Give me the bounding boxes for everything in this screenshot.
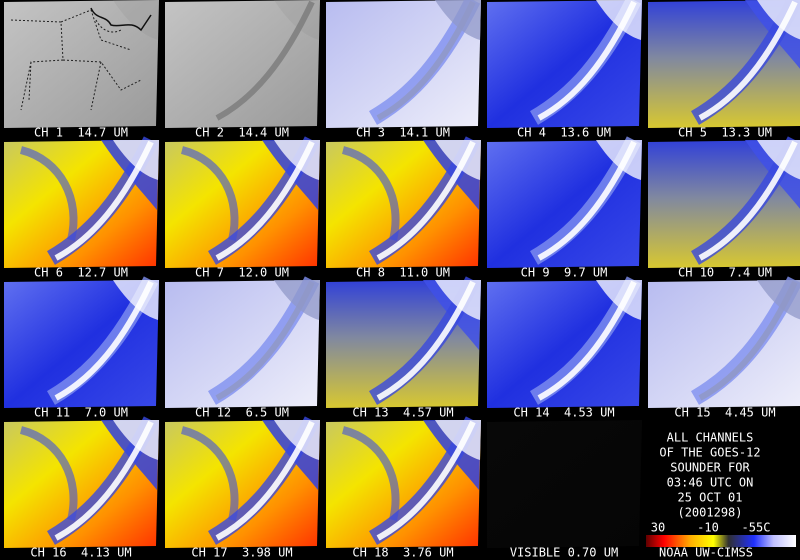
- cloud-top: [596, 280, 642, 320]
- cloud-top: [757, 280, 800, 320]
- channel-label: CH 8 11.0 UM: [356, 266, 450, 280]
- satellite-image: [648, 0, 800, 128]
- satellite-image: [4, 140, 159, 268]
- satellite-image: [165, 280, 320, 408]
- channel-label: CH 13 4.57 UM: [352, 406, 453, 420]
- channel-label: CH 17 3.98 UM: [191, 546, 292, 560]
- cold-arc: [19, 146, 78, 241]
- channel-panel: CH 3 14.1 UM: [326, 0, 481, 140]
- cloud-top: [113, 420, 159, 460]
- cloud-top: [274, 280, 320, 320]
- cold-arc: [341, 146, 400, 241]
- satellite-image: [4, 280, 159, 408]
- channel-label: CH 18 3.76 UM: [352, 546, 453, 560]
- info-line: ALL CHANNELS: [667, 431, 754, 445]
- channel-label: VISIBLE 0.70 UM: [510, 546, 618, 560]
- channel-label: CH 1 14.7 UM: [34, 126, 128, 140]
- cloud-top: [435, 140, 481, 180]
- channel-label: CH 16 4.13 UM: [30, 546, 131, 560]
- channel-panel: CH 17 3.98 UM: [165, 416, 320, 560]
- cold-arc: [180, 146, 239, 241]
- channel-label: CH 11 7.0 UM: [34, 406, 128, 420]
- cloud-top: [274, 420, 320, 460]
- channel-label: CH 6 12.7 UM: [34, 266, 128, 280]
- channel-panel: CH 1 14.7 UM: [4, 0, 159, 140]
- channel-panel: CH 10 7.4 UM: [648, 136, 800, 280]
- channel-label: CH 14 4.53 UM: [513, 406, 614, 420]
- info-line: (2001298): [677, 506, 742, 520]
- channel-label: CH 5 13.3 UM: [678, 126, 772, 140]
- channel-label: CH 3 14.1 UM: [356, 126, 450, 140]
- channel-panel: CH 18 3.76 UM: [326, 416, 481, 560]
- channel-panel: CH 13 4.57 UM: [326, 276, 481, 420]
- cold-arc: [19, 426, 78, 521]
- cloud-top: [757, 140, 800, 180]
- info-line: SOUNDER FOR: [670, 461, 750, 475]
- satellite-image: [326, 140, 481, 268]
- coastline: [90, 7, 152, 32]
- channel-panel: CH 11 7.0 UM: [4, 276, 159, 420]
- cloud-top: [435, 420, 481, 460]
- credit: NOAA UW-CIMSS: [659, 546, 753, 560]
- satellite-image: [4, 420, 159, 548]
- cloud-top: [113, 140, 159, 180]
- cloud-top: [113, 0, 159, 40]
- satellite-image: [4, 0, 159, 128]
- channel-label: CH 10 7.4 UM: [678, 266, 772, 280]
- channel-panel: CH 9 9.7 UM: [487, 136, 642, 280]
- satellite-image: [487, 280, 642, 408]
- colorbar-label: -10: [697, 521, 719, 535]
- colorbar-label: 30: [651, 521, 665, 535]
- cloud-top: [435, 0, 481, 40]
- colorbar-label: -55C: [742, 521, 771, 535]
- satellite-image: [165, 140, 320, 268]
- channel-panel: CH 2 14.4 UM: [165, 0, 320, 140]
- cloud-top: [274, 0, 320, 40]
- satellite-image: [648, 280, 800, 408]
- cloud-top: [435, 280, 481, 320]
- cloud-top: [596, 0, 642, 40]
- cloud-top: [596, 140, 642, 180]
- channel-label: CH 9 9.7 UM: [521, 266, 608, 280]
- satellite-image: [487, 0, 642, 128]
- info-line: OF THE GOES-12: [659, 446, 760, 460]
- channel-panel: CH 6 12.7 UM: [4, 136, 159, 280]
- satellite-image: [487, 140, 642, 268]
- channel-panel: CH 16 4.13 UM: [4, 416, 159, 560]
- channel-panel: CH 14 4.53 UM: [487, 276, 642, 420]
- info-line: 03:46 UTC ON: [667, 476, 754, 490]
- cloud-top: [274, 140, 320, 180]
- colorbar: [646, 535, 796, 547]
- channel-panel: CH 12 6.5 UM: [165, 276, 320, 420]
- channel-panel: CH 8 11.0 UM: [326, 136, 481, 280]
- channel-label: CH 4 13.6 UM: [517, 126, 611, 140]
- cold-arc: [341, 426, 400, 521]
- cloud-top: [113, 280, 159, 320]
- info-line: 25 OCT 01: [677, 491, 742, 505]
- cloud-core: [215, 0, 315, 121]
- channel-label: CH 7 12.0 UM: [195, 266, 289, 280]
- channel-panel: CH 5 13.3 UM: [648, 0, 800, 140]
- cold-arc: [180, 426, 239, 521]
- channel-panel: VISIBLE 0.70 UM: [487, 420, 642, 560]
- channel-panel: CH 15 4.45 UM: [648, 276, 800, 420]
- satellite-image: [165, 420, 320, 548]
- satellite-image: [326, 280, 481, 408]
- satellite-image: [648, 140, 800, 268]
- channel-label: CH 15 4.45 UM: [674, 406, 775, 420]
- state-outlines: [10, 9, 142, 111]
- satellite-image: [487, 420, 642, 548]
- satellite-image: [326, 420, 481, 548]
- channel-label: CH 12 6.5 UM: [195, 406, 289, 420]
- cloud-top: [757, 0, 800, 40]
- satellite-image: [165, 0, 320, 128]
- channel-label: CH 2 14.4 UM: [195, 126, 289, 140]
- satellite-image: [326, 0, 481, 128]
- channel-panel: CH 7 12.0 UM: [165, 136, 320, 280]
- channel-panel: CH 4 13.6 UM: [487, 0, 642, 140]
